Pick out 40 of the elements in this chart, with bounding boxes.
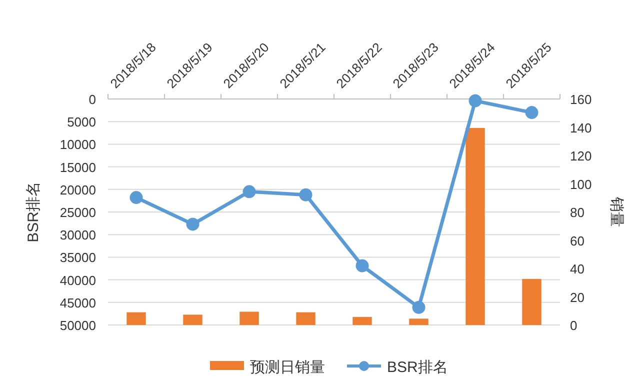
y-tick-label: 50000	[60, 318, 96, 333]
y2-tick-label: 120	[570, 148, 592, 164]
y2-tick-label: 40	[570, 262, 584, 276]
legend-label: 预测日销量	[250, 359, 325, 376]
y-tick-label: 30000	[60, 228, 96, 243]
bar	[352, 316, 372, 325]
y2-tick-label: 80	[570, 205, 584, 220]
bar	[409, 318, 428, 325]
point	[468, 94, 482, 108]
bar	[296, 312, 316, 325]
y2-tick-label: 160	[570, 92, 592, 107]
y-tick-label: 10000	[60, 137, 96, 152]
legend-label: BSR排名	[387, 359, 448, 376]
point	[130, 191, 143, 204]
y-tick-label: 25000	[60, 205, 96, 220]
point	[242, 185, 256, 198]
y-tick-label: 40000	[60, 272, 96, 288]
bar	[126, 312, 146, 325]
y2-axis-title: 销量	[608, 196, 625, 227]
y-axis-title: BSR排名	[25, 182, 42, 242]
bar	[183, 314, 202, 325]
y-tick-label: 5000	[67, 114, 96, 130]
point	[186, 218, 200, 231]
y2-tick-label: 20	[570, 290, 584, 305]
y-tick-label: 20000	[60, 182, 96, 198]
point	[412, 300, 426, 314]
point	[299, 188, 312, 202]
y-tick-label: 35000	[60, 250, 96, 266]
point	[525, 106, 538, 120]
point	[356, 259, 369, 272]
bar	[240, 312, 259, 325]
y-tick-label: 0	[88, 92, 96, 107]
y-tick-label: 15000	[60, 160, 96, 175]
y2-tick-label: 0	[570, 318, 578, 333]
y-tick-label: 45000	[60, 295, 96, 310]
bar	[522, 278, 542, 325]
y2-tick-label: 60	[570, 233, 584, 248]
y2-tick-label: 140	[570, 120, 592, 136]
y2-tick-label: 100	[570, 176, 592, 192]
bar	[466, 128, 485, 325]
